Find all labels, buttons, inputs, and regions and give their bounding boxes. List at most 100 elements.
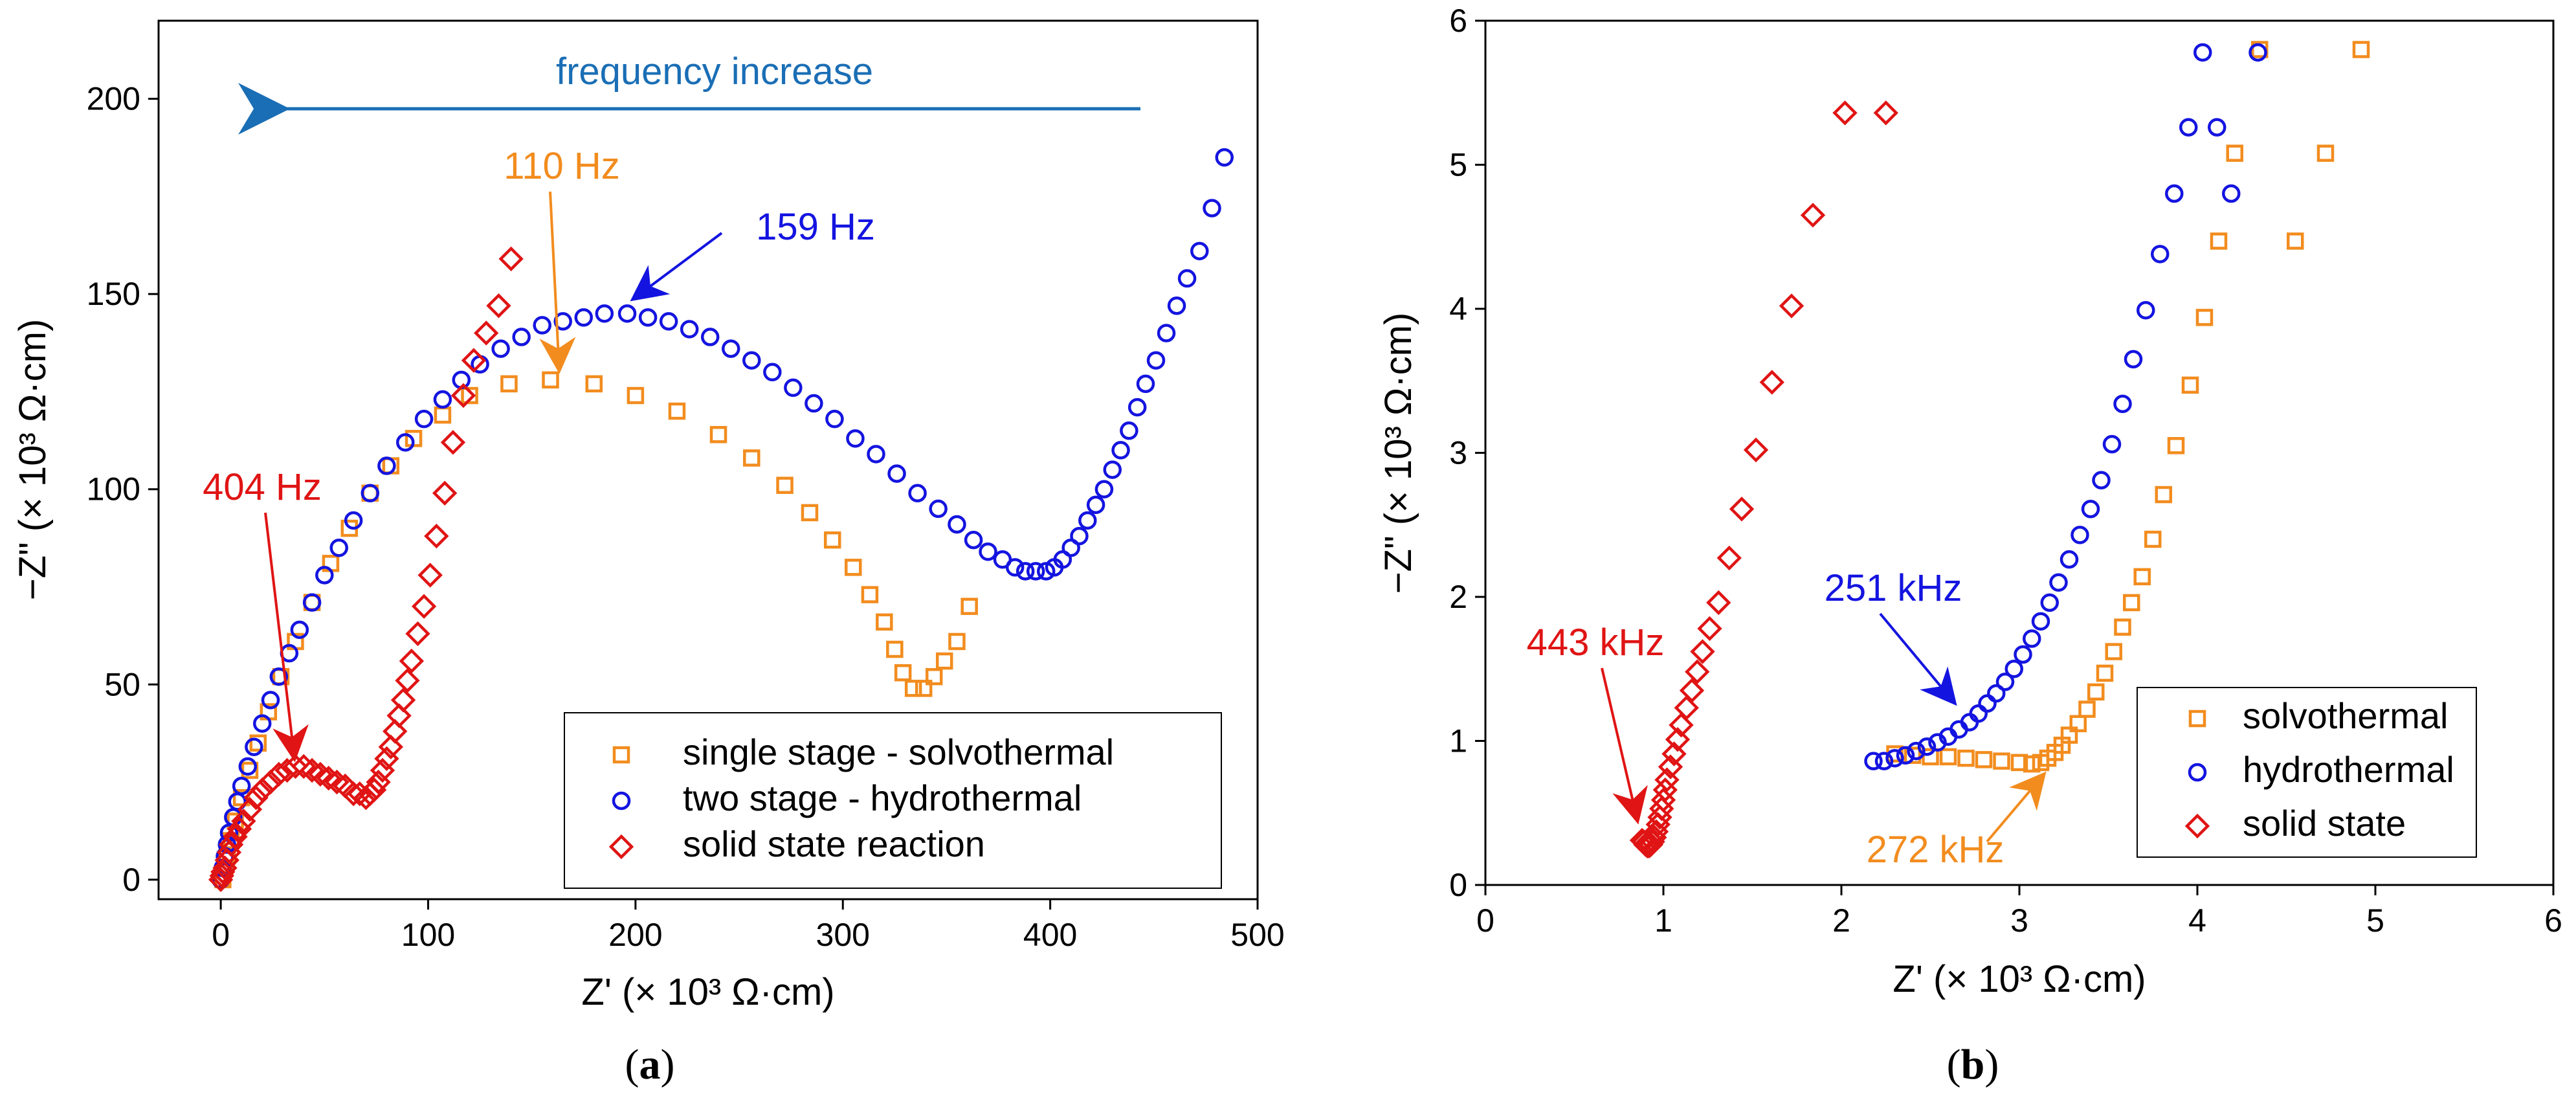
data-point-circle: [700, 328, 720, 346]
data-point-square: [1904, 746, 1922, 764]
data-point-square: [2133, 568, 2151, 586]
panel-b-chart: 0 1 2 3 4 5 6 0 1 2 3 4 5 6 Z' (× 10³ Ω·cm) −Z" (× 10…: [1377, 3, 2562, 1088]
data-point-square: [2251, 41, 2269, 58]
panel-b-legend-markers: [2184, 710, 2210, 839]
data-point-square: [461, 386, 478, 405]
annotation-159hz: 159 Hz: [756, 206, 875, 248]
data-point-circle: [2124, 350, 2143, 369]
data-point-diamond: [450, 383, 476, 408]
data-point-square: [876, 613, 893, 631]
data-point-circle: [1120, 421, 1138, 440]
data-point-circle: [2092, 471, 2111, 490]
panel-a-xtick-label: 500: [1230, 917, 1284, 953]
data-point-square: [1975, 751, 1993, 768]
data-point-circle: [846, 429, 865, 448]
data-point-circle: [2049, 573, 2068, 592]
data-point-square: [2010, 754, 2028, 772]
panel-b-ytick-label: 6: [1449, 3, 1467, 39]
data-point-square: [776, 476, 794, 494]
data-point-circle: [395, 433, 415, 452]
data-point-circle: [329, 538, 348, 557]
data-point-diamond: [390, 688, 416, 713]
data-point-circle: [979, 542, 997, 561]
panel-a-series-diamond: [208, 246, 524, 893]
panel-b-xtick-label: 6: [2544, 902, 2562, 939]
data-point-square: [2195, 309, 2214, 326]
data-point-diamond: [1669, 712, 1694, 738]
data-point-circle: [1146, 351, 1166, 370]
legend-marker-square: [612, 746, 630, 764]
data-point-diamond: [386, 703, 412, 728]
data-point-circle: [659, 312, 678, 331]
data-point-circle: [1917, 737, 1937, 756]
data-point-diamond: [1654, 767, 1680, 792]
panel-b-ytick-label: 3: [1449, 435, 1467, 471]
data-point-circle: [784, 378, 803, 397]
panel-b-ytick-label: 4: [1449, 291, 1467, 327]
panel-b-ytick-label: 5: [1449, 147, 1467, 183]
data-point-circle: [2040, 593, 2059, 612]
data-point-diamond: [1759, 370, 1784, 395]
data-point-square: [2210, 232, 2228, 250]
data-point-diamond: [347, 781, 372, 807]
data-point-diamond: [1832, 100, 1858, 126]
panel-a-xtick-label: 100: [401, 917, 455, 953]
data-point-diamond: [383, 719, 408, 744]
panel-a-ylabel: −Z" (× 10³ Ω·cm): [12, 319, 54, 601]
data-point-square: [2316, 144, 2335, 162]
legend-a-solid-state: solid state reaction: [683, 823, 985, 864]
data-point-circle: [948, 515, 966, 534]
data-point-diamond: [395, 668, 420, 693]
data-point-circle: [721, 339, 740, 358]
panel-b-xlabel: Z' (× 10³ Ω·cm): [1893, 958, 2146, 1000]
data-point-diamond: [258, 769, 283, 795]
data-point-circle: [2193, 43, 2212, 62]
data-point-circle: [805, 394, 823, 413]
data-point-diamond: [1661, 741, 1687, 766]
data-point-diamond: [461, 348, 487, 373]
legend-marker-square: [2188, 710, 2206, 728]
data-point-circle: [887, 464, 906, 483]
data-point-circle: [763, 363, 782, 382]
panel-b-legend-box: [2137, 687, 2477, 858]
data-point-diamond: [243, 785, 269, 811]
data-point-square: [915, 680, 933, 697]
data-point-circle: [1987, 684, 2006, 703]
data-point-square: [709, 426, 727, 443]
data-point-square: [801, 504, 819, 522]
data-point-diamond: [1743, 437, 1769, 463]
legend-b-solid-state: solid state: [2243, 803, 2406, 844]
data-point-circle: [2222, 184, 2241, 203]
data-point-square: [668, 402, 686, 420]
annotation-110hz-arrow: [539, 191, 576, 374]
panel-b-xtick-label: 5: [2366, 902, 2384, 939]
data-point-circle: [302, 593, 322, 612]
panel-b-series: [1629, 41, 2370, 859]
data-point-square: [845, 559, 862, 576]
data-point-circle: [742, 351, 761, 370]
data-point-circle: [2102, 434, 2122, 454]
data-point-circle: [680, 320, 699, 339]
data-point-circle: [1086, 495, 1105, 515]
data-point-circle: [377, 456, 396, 475]
data-point-diamond: [498, 246, 524, 272]
panel-b-xtick-label: 0: [1476, 902, 1494, 939]
panel-b-ylabel: −Z" (× 10³ Ω·cm): [1377, 313, 1419, 594]
data-point-circle: [1177, 269, 1197, 288]
data-point-square: [2069, 715, 2087, 733]
panel-a-ticks: 0 100 200 300 400 500 0 50 100 150 200: [87, 81, 1285, 953]
data-point-circle: [491, 339, 510, 358]
data-point-diamond: [474, 320, 499, 346]
data-point-square: [1939, 748, 1957, 766]
data-point-circle: [595, 304, 614, 323]
data-point-square: [2078, 700, 2096, 718]
data-point-square: [2060, 726, 2078, 744]
panel-a-frame: [157, 19, 1259, 900]
data-point-circle: [1995, 673, 2015, 691]
data-point-circle: [908, 484, 927, 503]
data-point-circle: [2004, 660, 2023, 678]
data-point-circle: [1896, 746, 1915, 765]
data-point-square: [823, 531, 841, 549]
data-point-diamond: [1679, 678, 1705, 703]
